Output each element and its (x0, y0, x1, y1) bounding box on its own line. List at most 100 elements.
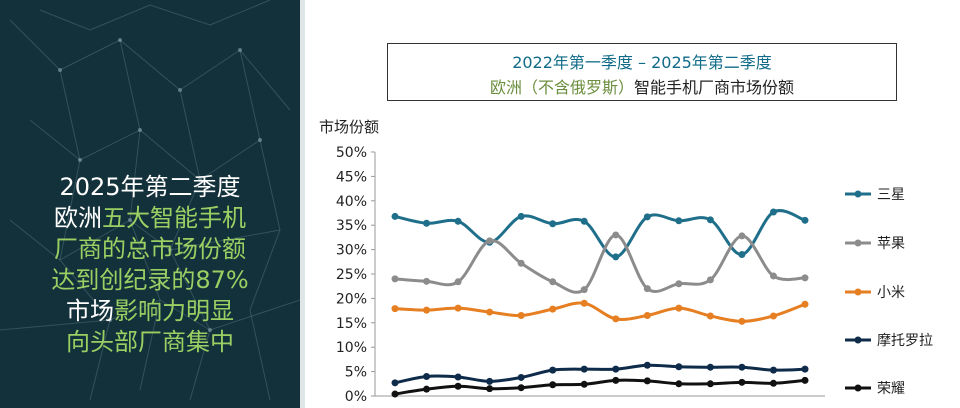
data-point (391, 305, 399, 313)
legend-marker-1 (854, 190, 862, 198)
chart-title-region: 欧洲（不含俄罗斯） (489, 78, 634, 97)
left-panel-headline: 2025年第二季度 欧洲五大智能手机 厂商的总市场份额 达到创纪录的87% 市场… (0, 172, 300, 358)
headline-line-2b: 五大智能手机 (102, 204, 246, 232)
y-axis-label: 市场份额 (319, 118, 380, 136)
legend-label-5: 荣耀 (877, 381, 905, 397)
data-point (454, 304, 462, 312)
y-tick-label: 25% (336, 267, 367, 283)
data-point (580, 380, 588, 388)
data-point (643, 377, 651, 385)
chart-title-line-1: 2022年第一季度 – 2025年第二季度 (512, 53, 772, 72)
data-point (517, 311, 525, 319)
legend-label-3: 小米 (877, 285, 905, 301)
y-tick-label: 20% (336, 291, 367, 307)
data-point (769, 312, 777, 320)
data-point (423, 219, 431, 227)
y-tick-label: 30% (336, 243, 367, 259)
headline-line-4: 达到创纪录的87% (51, 266, 249, 294)
data-point (675, 280, 683, 288)
data-point (706, 276, 714, 284)
data-point (454, 373, 462, 381)
data-point (391, 390, 399, 398)
data-point (580, 365, 588, 373)
data-point (643, 311, 651, 319)
headline-line-5a: 市场 (66, 297, 114, 325)
network-background-graphic (0, 0, 300, 401)
data-point (549, 278, 557, 286)
data-point (454, 217, 462, 225)
data-point (486, 237, 494, 245)
data-point (643, 361, 651, 369)
data-point (738, 378, 746, 386)
data-point (738, 363, 746, 371)
data-point (769, 208, 777, 216)
data-point (706, 216, 714, 224)
data-point (454, 278, 462, 286)
data-point (643, 285, 651, 293)
data-point (549, 381, 557, 389)
legend-marker-2 (854, 239, 862, 247)
chart-area: 2022年第一季度 – 2025年第二季度 欧洲（不含俄罗斯）智能手机厂商市场份… (305, 0, 960, 408)
headline-line-5b: 影响力明显 (114, 297, 234, 325)
data-point (612, 376, 620, 384)
data-point (801, 216, 809, 224)
data-point (612, 365, 620, 373)
data-point (801, 300, 809, 308)
legend-label-4: 摩托罗拉 (877, 332, 933, 349)
data-point (580, 217, 588, 225)
headline-line-1: 2025年第二季度 (59, 173, 241, 201)
y-tick-label: 40% (336, 194, 367, 210)
data-point (549, 305, 557, 313)
data-point (549, 366, 557, 374)
data-point (675, 380, 683, 388)
data-point (486, 385, 494, 393)
data-point (423, 277, 431, 285)
data-point (486, 308, 494, 316)
data-point (517, 212, 525, 220)
data-point (486, 377, 494, 385)
data-point (391, 379, 399, 387)
data-point (675, 217, 683, 225)
data-point (580, 299, 588, 307)
headline-line-3: 厂商的总市场份额 (54, 235, 246, 263)
chart-title-box: 2022年第一季度 – 2025年第二季度 欧洲（不含俄罗斯）智能手机厂商市场份… (387, 43, 897, 101)
data-point (580, 286, 588, 294)
data-point (454, 382, 462, 390)
data-point (769, 379, 777, 387)
data-point (423, 372, 431, 380)
data-point (769, 272, 777, 280)
data-point (643, 213, 651, 221)
data-point (517, 373, 525, 381)
data-point (517, 259, 525, 267)
data-point (391, 275, 399, 283)
left-panel: 2025年第二季度 欧洲五大智能手机 厂商的总市场份额 达到创纪录的87% 市场… (0, 0, 300, 408)
data-point (738, 250, 746, 258)
data-point (423, 385, 431, 393)
legend-marker-4 (854, 336, 862, 344)
data-point (549, 220, 557, 228)
y-tick-label: 0% (345, 389, 367, 405)
y-tick-label: 5% (345, 365, 367, 381)
y-tick-label: 35% (336, 218, 367, 234)
data-point (612, 231, 620, 239)
data-point (801, 274, 809, 282)
data-point (675, 304, 683, 312)
data-point (517, 384, 525, 392)
data-point (706, 363, 714, 371)
headline-line-6: 向头部厂商集中 (66, 328, 234, 356)
data-point (706, 312, 714, 320)
y-tick-label: 50% (336, 145, 367, 161)
legend-label-2: 苹果 (877, 236, 905, 252)
data-point (801, 365, 809, 373)
line-chart: 0% 5% 10% 15% 20% 25% 30% 35% 40% 45% 50% 三星苹果小米摩托罗… (336, 145, 933, 405)
panel-divider (300, 0, 305, 408)
data-point (612, 253, 620, 261)
series-line-2 (394, 233, 806, 294)
data-point (801, 376, 809, 384)
data-point (706, 380, 714, 388)
chart-title-rest: 智能手机厂商市场份额 (634, 78, 795, 97)
legend-label-1: 三星 (877, 187, 905, 203)
data-point (612, 315, 620, 323)
chart-title-line-2: 欧洲（不含俄罗斯）智能手机厂商市场份额 (388, 74, 896, 98)
y-tick-label: 45% (336, 169, 367, 185)
